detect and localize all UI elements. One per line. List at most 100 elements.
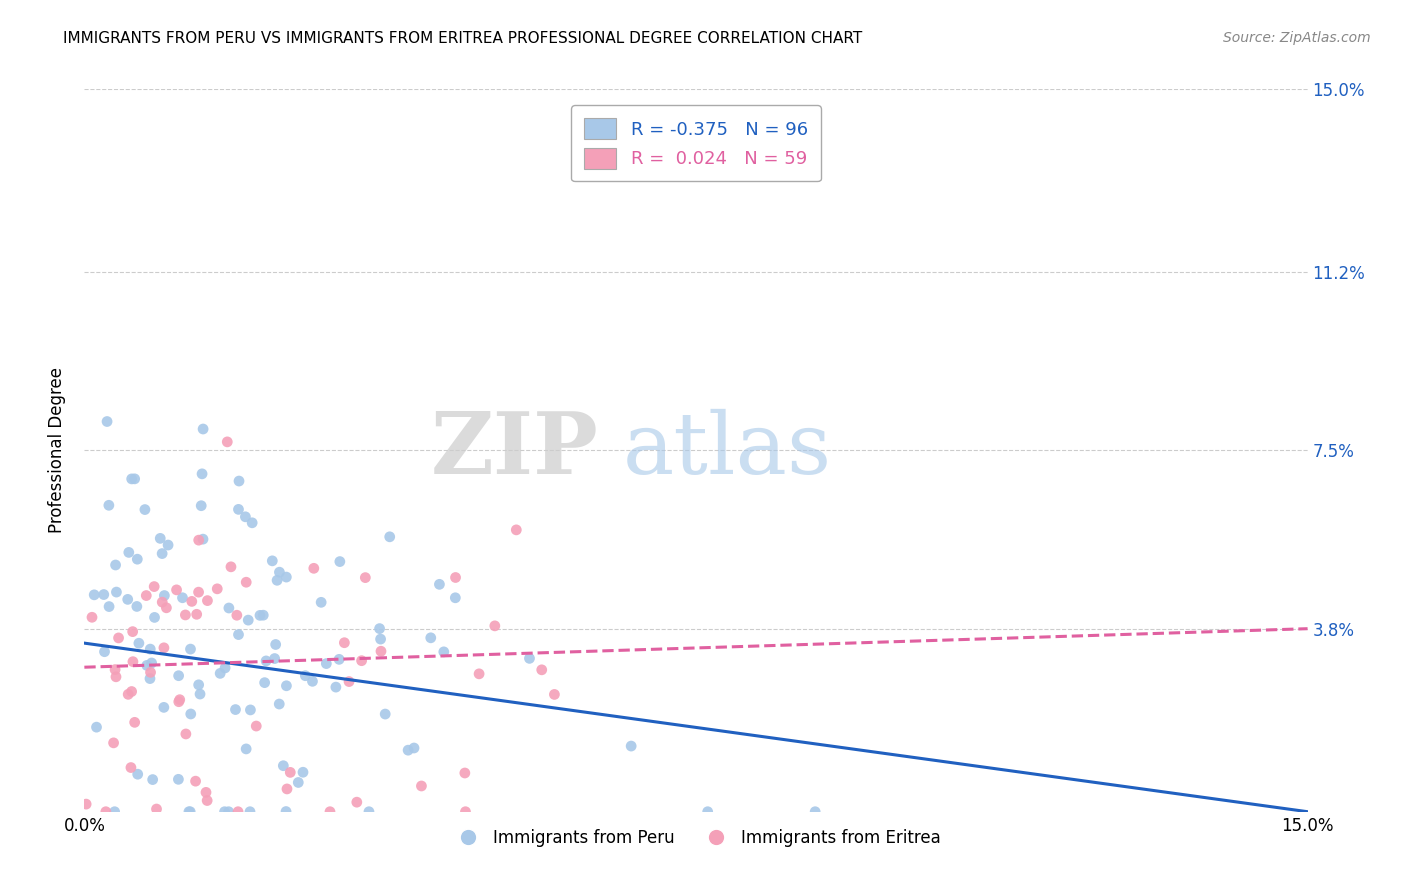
Point <box>278 765 301 780</box>
Point <box>135 658 157 673</box>
Point <box>294 669 316 683</box>
Legend: Immigrants from Peru, Immigrants from Eritrea: Immigrants from Peru, Immigrants from Er… <box>444 822 948 854</box>
Point <box>97 498 120 512</box>
Point <box>117 592 139 607</box>
Point <box>402 741 425 756</box>
Point <box>75 797 97 811</box>
Point <box>325 680 347 694</box>
Point <box>287 775 309 789</box>
Point <box>142 772 165 787</box>
Point <box>419 631 441 645</box>
Point <box>530 663 553 677</box>
Point <box>245 719 267 733</box>
Point <box>276 679 298 693</box>
Point <box>149 532 172 546</box>
Point <box>122 655 145 669</box>
Point <box>239 703 262 717</box>
Point <box>107 631 129 645</box>
Text: Source: ZipAtlas.com: Source: ZipAtlas.com <box>1223 31 1371 45</box>
Point <box>276 570 298 584</box>
Point <box>315 657 337 671</box>
Point <box>228 474 250 488</box>
Point <box>319 805 342 819</box>
Point <box>302 561 325 575</box>
Point <box>166 582 188 597</box>
Point <box>235 575 257 590</box>
Point <box>269 565 291 579</box>
Point <box>145 802 167 816</box>
Point <box>93 645 115 659</box>
Point <box>150 547 173 561</box>
Point <box>135 589 157 603</box>
Point <box>273 758 295 772</box>
Point <box>118 545 141 559</box>
Point <box>276 781 298 796</box>
Text: atlas: atlas <box>623 409 832 492</box>
Point <box>105 585 128 599</box>
Point <box>235 509 257 524</box>
Point <box>187 533 209 548</box>
Point <box>86 720 108 734</box>
Point <box>139 672 162 686</box>
Point <box>238 613 260 627</box>
Point <box>174 607 197 622</box>
Point <box>217 434 239 449</box>
Point <box>195 793 218 807</box>
Point <box>98 599 121 614</box>
Point <box>94 805 117 819</box>
Point <box>253 675 276 690</box>
Point <box>370 644 392 658</box>
Point <box>153 589 176 603</box>
Point <box>444 570 467 584</box>
Point <box>153 700 176 714</box>
Point <box>444 591 467 605</box>
Point <box>125 599 148 614</box>
Point <box>249 608 271 623</box>
Point <box>180 706 202 721</box>
Point <box>484 619 506 633</box>
Point <box>218 805 240 819</box>
Point <box>153 640 176 655</box>
Point <box>696 805 718 819</box>
Point <box>191 532 214 546</box>
Point <box>177 805 200 819</box>
Point <box>337 674 360 689</box>
Point <box>329 555 352 569</box>
Point <box>150 595 173 609</box>
Point <box>104 558 127 572</box>
Point <box>96 415 118 429</box>
Point <box>157 538 180 552</box>
Point <box>128 636 150 650</box>
Point <box>214 805 236 819</box>
Point <box>411 779 433 793</box>
Point <box>169 692 191 706</box>
Point <box>468 666 491 681</box>
Point <box>543 688 565 702</box>
Point <box>184 774 207 789</box>
Point <box>254 654 277 668</box>
Point <box>188 687 211 701</box>
Point <box>197 593 219 607</box>
Point <box>187 585 209 599</box>
Text: ZIP: ZIP <box>430 409 598 492</box>
Point <box>225 608 247 623</box>
Point <box>187 678 209 692</box>
Point <box>121 472 143 486</box>
Point <box>141 656 163 670</box>
Point <box>167 772 190 787</box>
Point <box>263 651 285 665</box>
Point <box>224 702 246 716</box>
Point <box>214 661 236 675</box>
Point <box>620 739 643 753</box>
Point <box>167 669 190 683</box>
Point <box>301 674 323 689</box>
Point <box>454 805 477 819</box>
Point <box>228 502 250 516</box>
Point <box>179 642 201 657</box>
Point <box>179 805 201 819</box>
Point <box>333 636 356 650</box>
Point <box>396 743 419 757</box>
Point <box>117 687 139 701</box>
Point <box>262 554 284 568</box>
Point <box>266 574 288 588</box>
